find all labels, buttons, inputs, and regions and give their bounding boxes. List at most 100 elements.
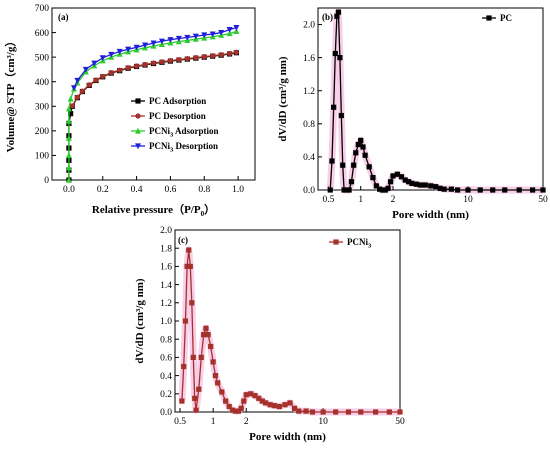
- data-point: [370, 174, 376, 181]
- y-tick-label: 0.4: [160, 372, 172, 382]
- data-point: [340, 162, 346, 168]
- data-point: [182, 318, 189, 324]
- data-point: [346, 187, 352, 193]
- x-tick-label: 0.4: [131, 185, 143, 195]
- data-point: [226, 27, 233, 33]
- data-point: [133, 44, 140, 51]
- data-point: [186, 247, 192, 253]
- data-point: [373, 409, 379, 415]
- legend-label: PC Desorption: [149, 111, 206, 121]
- plot-frame: [317, 7, 544, 191]
- data-point: [334, 13, 340, 19]
- x-tick-label: 0.0: [63, 185, 75, 195]
- data-point: [227, 50, 233, 57]
- data-point: [108, 70, 114, 76]
- data-point: [267, 402, 273, 408]
- data-point: [205, 332, 211, 338]
- series-line: [68, 30, 237, 180]
- y-tick-label: 0.8: [303, 120, 315, 130]
- plot-frame: [51, 7, 256, 181]
- data-point: [358, 409, 364, 415]
- x-tick-label: 0.6: [164, 185, 176, 195]
- data-point: [232, 408, 239, 414]
- data-point: [238, 405, 244, 411]
- data-point: [100, 73, 106, 79]
- data-point: [320, 409, 326, 415]
- data-point: [215, 380, 221, 386]
- data-point: [65, 164, 72, 171]
- x-tick-label: 0.2: [97, 185, 109, 195]
- data-point: [366, 164, 372, 170]
- y-tick-label: 0.4: [303, 153, 315, 163]
- data-point: [332, 50, 338, 57]
- data-point: [486, 15, 492, 21]
- series-glow: [326, 8, 543, 194]
- data-point: [252, 393, 258, 399]
- data-point: [210, 53, 216, 59]
- data-point: [181, 363, 187, 370]
- x-tick-label: 1.0: [232, 185, 244, 195]
- data-point: [291, 405, 298, 411]
- data-point: [226, 403, 232, 410]
- chart-panel-3: 0.0 0.2 0.4 0.6 0.8 1.0 1.2 1.4 1.6 1.8 2.0 0.5 1 2 10…: [134, 226, 405, 443]
- data-point: [406, 179, 412, 185]
- data-point: [409, 180, 415, 186]
- data-point: [187, 263, 193, 269]
- data-point: [125, 65, 131, 71]
- y-tick-label: 0: [44, 176, 49, 186]
- data-point: [241, 398, 247, 404]
- data-point: [192, 395, 198, 401]
- data-point: [218, 29, 225, 36]
- data-point: [184, 56, 190, 62]
- data-point: [74, 94, 80, 100]
- data-point: [338, 112, 344, 119]
- data-point: [158, 38, 165, 45]
- data-point: [233, 28, 240, 34]
- data-point: [380, 187, 386, 193]
- y-tick-label: 100: [35, 152, 50, 162]
- data-point: [390, 173, 396, 179]
- data-point: [388, 179, 394, 185]
- data-point: [422, 182, 428, 188]
- data-point: [86, 82, 92, 88]
- data-point: [335, 9, 342, 15]
- legend-entry: PC Adsorption: [131, 96, 206, 106]
- data-point: [448, 186, 454, 192]
- x-axis-label: Relative pressure（P/P0）: [92, 203, 215, 218]
- legend-label: PCNi3 Desorption: [149, 141, 218, 154]
- y-tick-label: 0.0: [303, 186, 315, 196]
- x-axis-label: Pore width (nm): [249, 431, 326, 443]
- data-point: [355, 141, 361, 148]
- data-point: [198, 354, 204, 360]
- data-point: [223, 398, 229, 404]
- data-point: [82, 66, 89, 73]
- data-point: [150, 40, 157, 47]
- y-tick-label: 600: [35, 29, 50, 39]
- data-point: [530, 187, 536, 193]
- data-point: [465, 187, 471, 193]
- data-point: [373, 183, 379, 189]
- data-point: [133, 63, 140, 69]
- data-point: [351, 162, 357, 168]
- panel-tag: (b): [322, 12, 333, 22]
- data-point: [117, 67, 123, 73]
- data-point: [189, 300, 195, 306]
- data-point: [79, 88, 86, 94]
- data-point: [282, 402, 288, 408]
- legend-entry: PCNi3: [329, 237, 372, 250]
- data-point: [196, 386, 202, 392]
- panel-tag: (c): [178, 235, 188, 245]
- data-point: [276, 403, 282, 410]
- data-point: [93, 77, 99, 83]
- data-point: [362, 152, 368, 158]
- data-point: [167, 37, 174, 43]
- data-point: [176, 57, 182, 63]
- data-point: [353, 150, 359, 156]
- legend-entry: PC: [482, 13, 512, 23]
- y-tick-label: 0.0: [160, 408, 172, 418]
- data-point: [108, 51, 115, 58]
- x-axis-label: Pore width (nm): [392, 209, 469, 221]
- data-point: [303, 408, 309, 414]
- data-point: [397, 409, 403, 415]
- data-point: [490, 187, 496, 193]
